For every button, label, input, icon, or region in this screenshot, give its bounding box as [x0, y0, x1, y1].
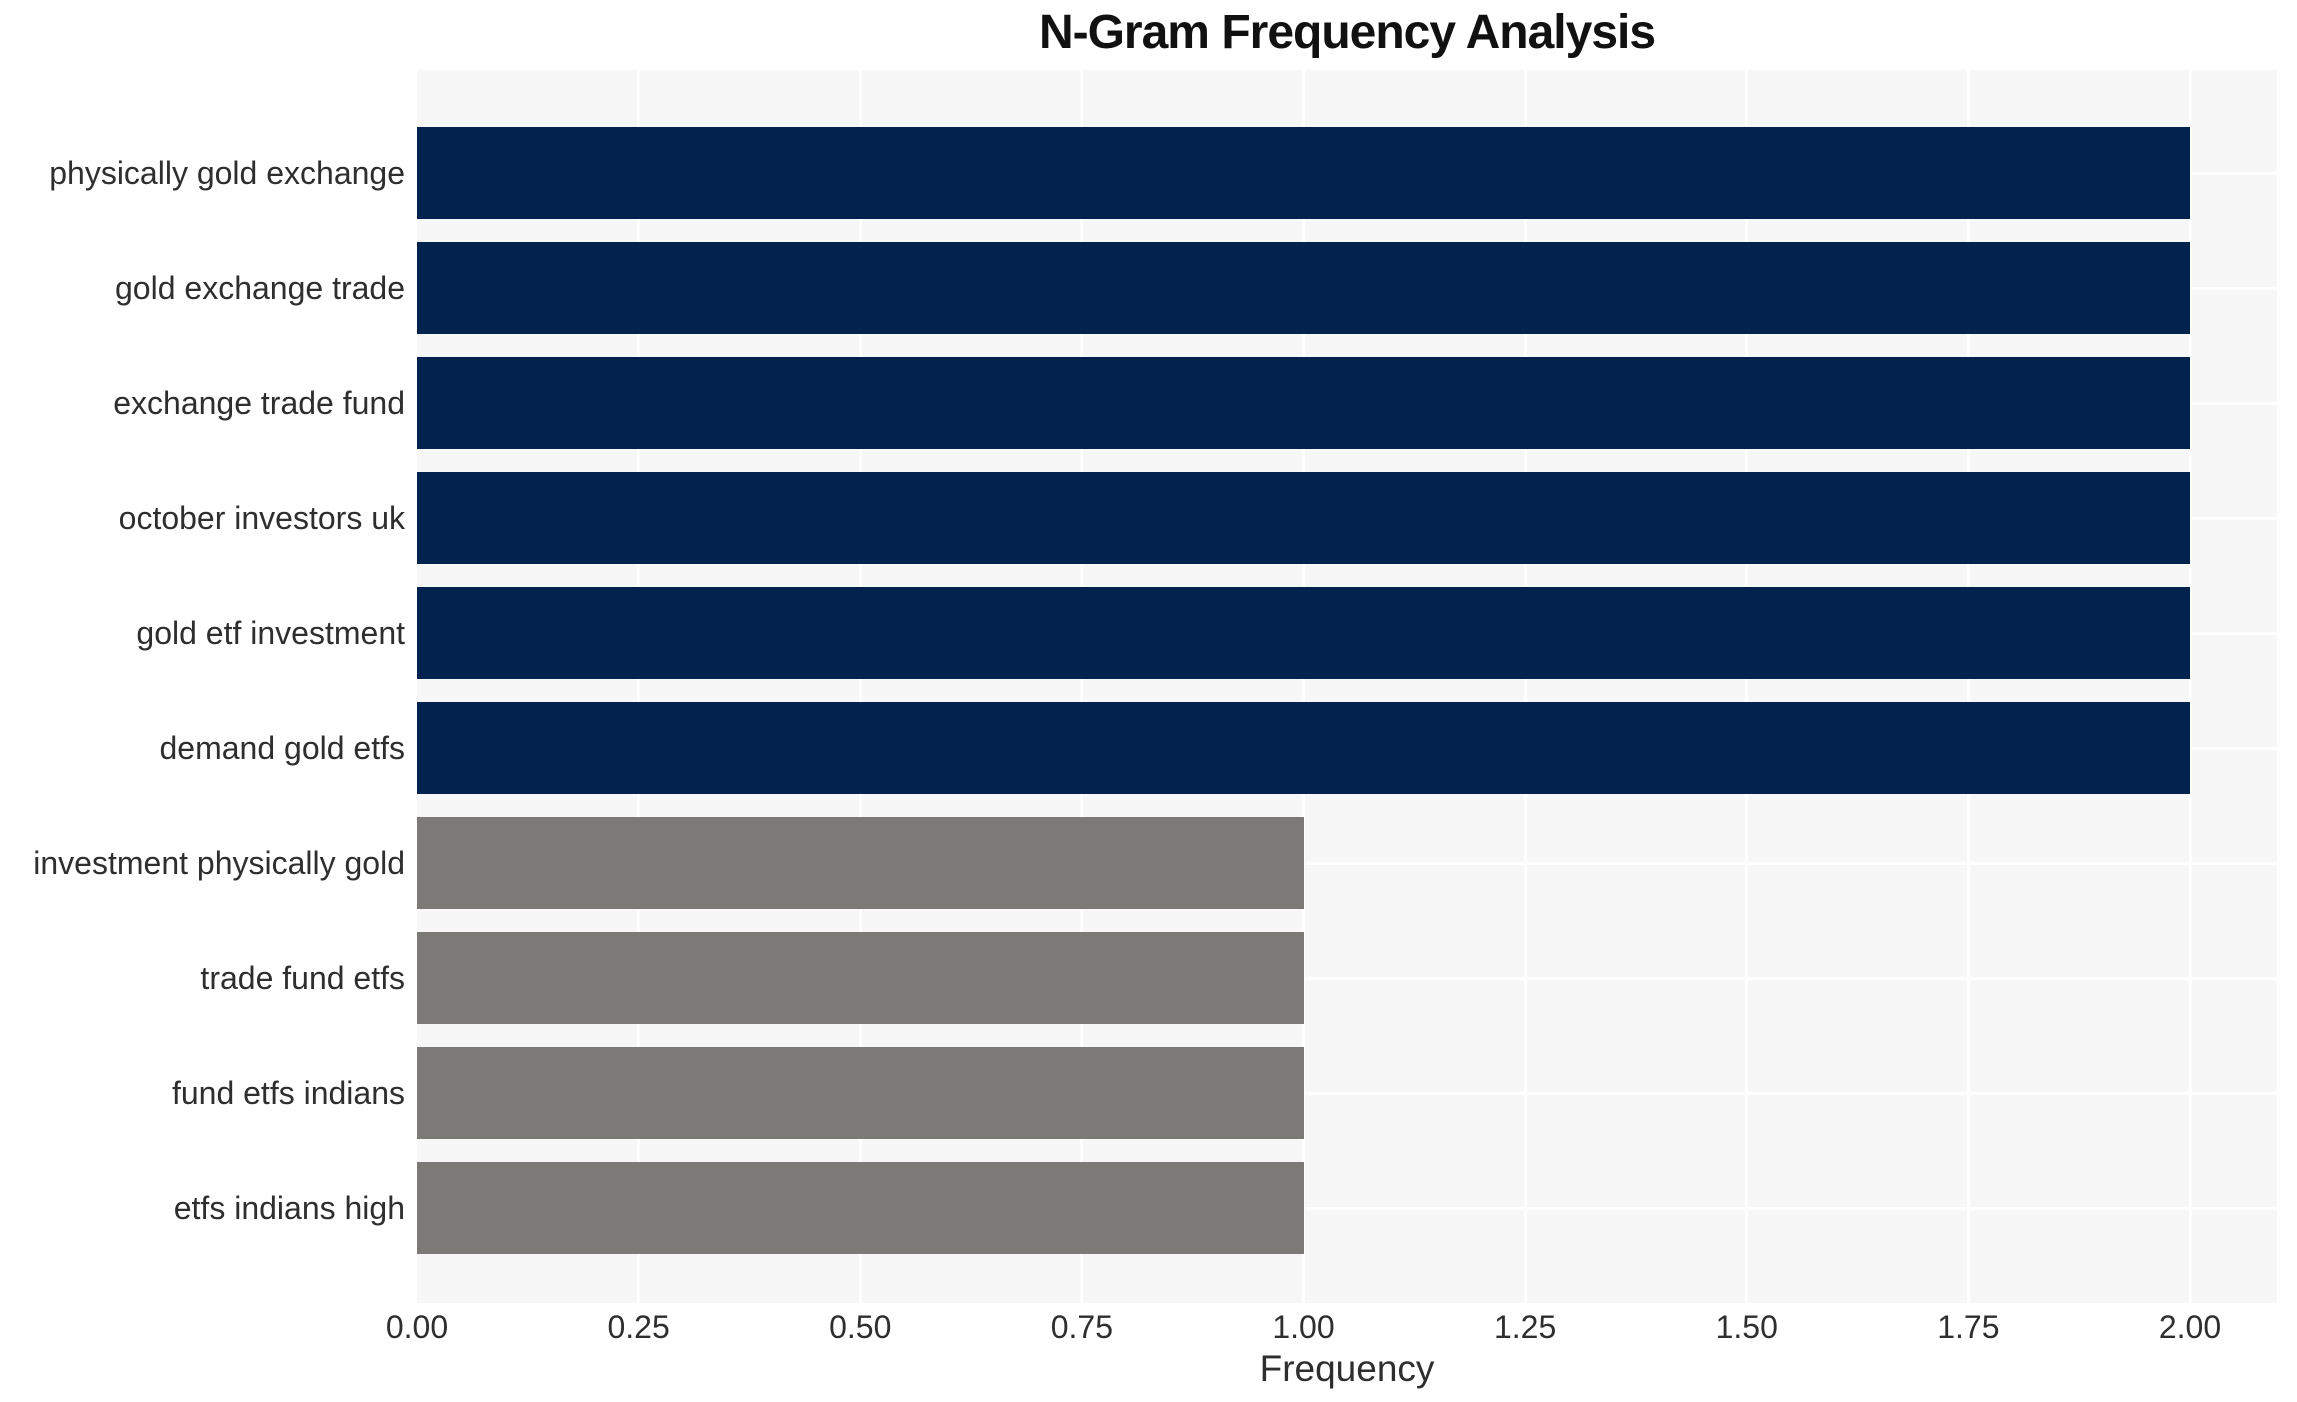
bar: [417, 1162, 1304, 1254]
bar: [417, 817, 1304, 909]
y-tick-label: physically gold exchange: [49, 155, 405, 191]
gridline-horizontal: [417, 1206, 2277, 1210]
x-axis-ticks: 0.00 0.25 0.50 0.75 1.00 1.25 1.50 1.75 2.00: [386, 1307, 2277, 1349]
bar: [417, 127, 2190, 219]
gridline-vertical: [1966, 70, 1970, 1303]
y-tick-label: october investors uk: [118, 500, 405, 536]
x-tick-label: 1.50: [1715, 1309, 1778, 1345]
x-tick-label: 2.00: [2158, 1309, 2222, 1345]
plot-panel: [417, 70, 2277, 1303]
x-tick-label: 0.25: [607, 1309, 670, 1345]
y-tick-label: gold etf investment: [136, 615, 405, 651]
gridline-vertical: [1302, 70, 1305, 1303]
y-tick-label: fund etfs indians: [171, 1075, 405, 1111]
x-tick-label: 0.75: [1050, 1309, 1114, 1345]
y-tick-label: exchange trade fund: [113, 385, 405, 421]
gridline-horizontal: [417, 1091, 2277, 1095]
x-tick-label: 1.25: [1493, 1309, 1557, 1345]
y-tick-label: investment physically gold: [33, 845, 405, 881]
x-tick-label: 1.00: [1272, 1309, 1335, 1345]
gridline-vertical: [637, 70, 641, 1303]
y-axis-labels: physically gold exchange gold exchange tr…: [0, 70, 405, 1303]
gridline-vertical: [1080, 70, 1084, 1303]
gridline-vertical: [858, 70, 862, 1303]
bar: [417, 702, 2190, 794]
y-tick-label: etfs indians high: [173, 1190, 405, 1226]
x-tick-label: 0.00: [385, 1309, 449, 1345]
x-axis-title: Frequency: [1259, 1348, 1435, 1389]
bar: [417, 357, 2190, 449]
gridline-vertical: [1745, 70, 1749, 1303]
chart-title: N-Gram Frequency Analysis: [1038, 6, 1656, 59]
bar: [417, 472, 2190, 564]
x-tick-label: 1.75: [1937, 1309, 2000, 1345]
y-tick-label: gold exchange trade: [115, 270, 405, 306]
bar: [417, 932, 1304, 1024]
gridline-vertical: [2188, 70, 2192, 1303]
x-tick-label: 0.50: [829, 1309, 892, 1345]
bar: [417, 1047, 1304, 1139]
gridline-horizontal: [417, 861, 2277, 865]
bar: [417, 587, 2190, 679]
y-tick-label: demand gold etfs: [159, 730, 406, 766]
bar: [417, 242, 2190, 334]
y-tick-label: trade fund etfs: [200, 960, 405, 996]
gridline-vertical: [1523, 70, 1527, 1303]
gridline-horizontal: [417, 976, 2277, 980]
